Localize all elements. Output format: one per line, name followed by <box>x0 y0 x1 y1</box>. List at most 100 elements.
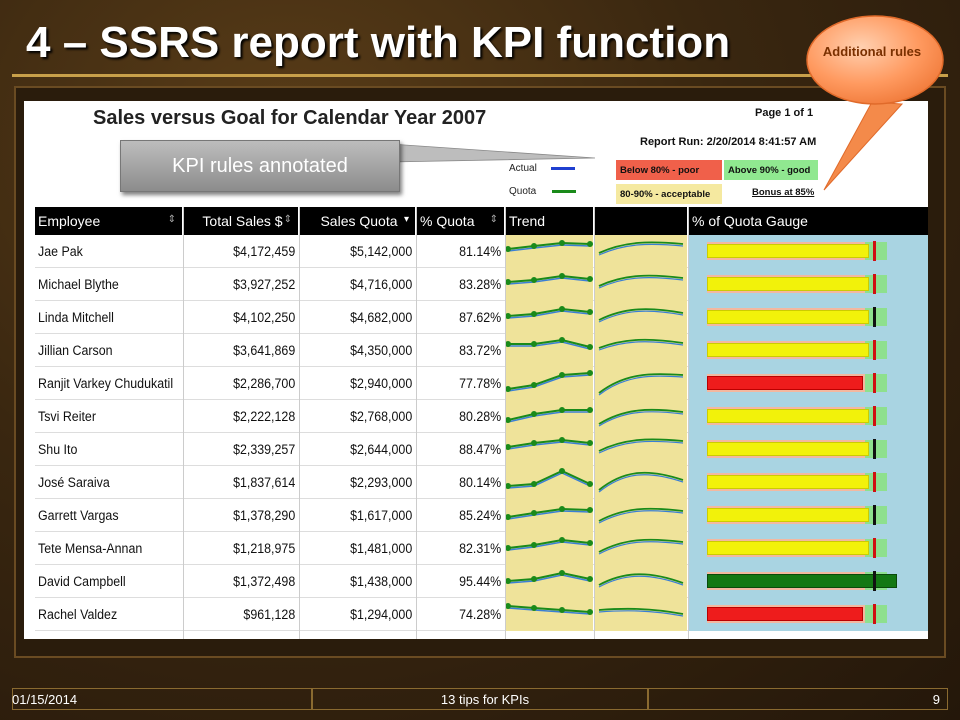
trend-point <box>559 372 565 378</box>
gauge-bonus-marker <box>873 439 876 459</box>
employee-name-cell: José Saraiva <box>38 475 110 490</box>
quota-gauge <box>689 532 928 565</box>
trend-point <box>559 306 565 312</box>
trend-point <box>531 311 537 317</box>
trend-actual-curve <box>598 474 684 493</box>
gauge-good-zone <box>865 539 887 557</box>
trend-point <box>505 341 511 347</box>
trend-point <box>505 603 511 609</box>
table-row: Garrett Vargas $1,378,290 $1,617,000 85.24% <box>35 499 928 532</box>
trend-point <box>531 440 537 446</box>
trend-curve <box>595 400 687 433</box>
sort-icon[interactable]: ⇕ <box>283 214 292 225</box>
employee-name-cell: Linda Mitchell <box>38 310 114 325</box>
gauge-good-zone <box>865 506 887 524</box>
col-header-pct-quota[interactable]: % Quota ⇕ <box>417 207 504 235</box>
gauge-bonus-marker <box>873 505 876 525</box>
legend-actual-swatch <box>550 167 575 170</box>
rule-poor: Below 80% - poor <box>616 160 722 180</box>
callout-kpi-pointer <box>390 143 596 163</box>
col-header-employee[interactable]: Employee ⇕ <box>35 207 182 235</box>
total-sales-cell: $961,128 <box>243 607 296 622</box>
pct-quota-cell: 82.31% <box>459 541 502 556</box>
trend-curve <box>595 367 687 400</box>
employee-name-cell: Jillian Carson <box>38 343 113 358</box>
gauge-bonus-marker <box>873 604 876 624</box>
col-header-total-sales[interactable]: Total Sales $ ⇕ <box>184 207 298 235</box>
trend-point <box>531 605 537 611</box>
trend-point <box>505 386 511 392</box>
trend-actual-line <box>507 277 591 285</box>
trend-sparkline <box>505 301 593 334</box>
footer-page-number: 9 <box>932 691 940 707</box>
trend-quota-curve <box>598 241 684 254</box>
trend-point <box>559 240 565 246</box>
sort-desc-icon[interactable]: ▾ <box>403 214 409 225</box>
total-sales-cell: $4,172,459 <box>233 244 296 259</box>
trend-actual-line <box>507 310 591 319</box>
total-sales-cell: $3,927,252 <box>233 277 296 292</box>
trend-sparkline <box>505 532 593 565</box>
employee-name-cell: Rachel Valdez <box>38 607 118 622</box>
pct-quota-cell: 74.28% <box>459 607 502 622</box>
trend-point <box>587 309 593 315</box>
trend-point <box>531 382 537 388</box>
employee-name-cell: Jae Pak <box>38 244 83 259</box>
callout-additional-rules-shape <box>806 15 944 191</box>
sales-quota-cell: $1,481,000 <box>350 541 413 556</box>
trend-quota-line <box>507 409 590 421</box>
quota-gauge <box>689 499 928 532</box>
trend-point <box>559 337 565 343</box>
gauge-bonus-marker <box>873 571 876 591</box>
trend-curve <box>595 334 687 367</box>
col-header-sales-quota[interactable]: Sales Quota ▾ <box>300 207 415 235</box>
pct-quota-cell: 81.14% <box>459 244 502 259</box>
quota-gauge <box>689 367 928 400</box>
trend-curve <box>595 565 687 598</box>
sort-icon[interactable]: ⇕ <box>167 214 176 225</box>
trend-quota-line <box>507 507 591 518</box>
footer-box-left <box>12 688 312 710</box>
table-row: Ranjit Varkey Chudukatil $2,286,700 $2,940… <box>35 367 928 400</box>
trend-quota-curve <box>598 438 684 452</box>
trend-actual-curve <box>598 243 684 256</box>
trend-point <box>531 576 537 582</box>
trend-actual-line <box>507 541 591 551</box>
gauge-bonus-marker <box>873 406 876 426</box>
trend-sparkline <box>505 367 593 400</box>
gauge-bonus-marker <box>873 538 876 558</box>
report-run-time: Report Run: 2/20/2014 8:41:57 AM <box>640 136 817 148</box>
employee-name-cell: David Campbell <box>38 574 126 589</box>
sort-icon[interactable]: ⇕ <box>489 214 498 225</box>
pct-quota-cell: 80.14% <box>459 475 502 490</box>
trend-actual-curve <box>598 411 684 427</box>
trend-curve <box>595 433 687 466</box>
report-title: Sales versus Goal for Calendar Year 2007 <box>93 107 487 129</box>
quota-gauge <box>689 235 928 268</box>
total-sales-cell: $3,641,869 <box>233 343 296 358</box>
total-sales-cell: $2,222,128 <box>233 409 296 424</box>
trend-point <box>587 344 593 350</box>
trend-sparkline <box>505 466 593 499</box>
trend-point <box>505 514 511 520</box>
sales-quota-cell: $2,768,000 <box>350 409 413 424</box>
sales-quota-cell: $5,142,000 <box>350 244 413 259</box>
sales-quota-cell: $2,940,000 <box>350 376 413 391</box>
trend-point <box>587 407 593 413</box>
sales-quota-cell: $4,716,000 <box>350 277 413 292</box>
trend-actual-curve <box>598 341 684 351</box>
legend-actual-label: Actual <box>509 163 537 174</box>
trend-point <box>587 540 593 546</box>
trend-point <box>531 277 537 283</box>
trend-quota-curve <box>598 338 684 349</box>
sales-quota-cell: $2,293,000 <box>350 475 413 490</box>
trend-point <box>531 341 537 347</box>
trend-quota-curve <box>598 538 684 553</box>
trend-point <box>559 273 565 279</box>
pct-quota-cell: 85.24% <box>459 508 502 523</box>
pct-quota-cell: 87.62% <box>459 310 502 325</box>
trend-quota-line <box>507 307 591 317</box>
table-row: Jae Pak $4,172,459 $5,142,000 81.14% <box>35 235 928 268</box>
total-sales-cell: $1,218,975 <box>233 541 296 556</box>
sales-quota-cell: $1,438,000 <box>350 574 413 589</box>
